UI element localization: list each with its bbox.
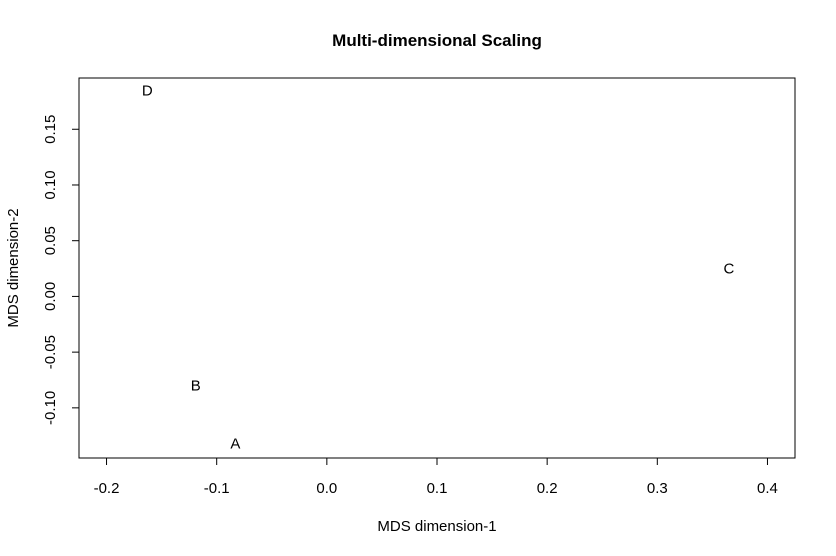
y-axis: -0.10 -0.05 0.00 0.05 0.10 0.15 <box>42 115 80 425</box>
x-tick-label: -0.2 <box>94 480 120 497</box>
y-tick-label: 0.15 <box>42 115 59 144</box>
point-label-b: B <box>191 378 201 395</box>
point-label-c: C <box>723 261 734 278</box>
x-tick-label: -0.1 <box>204 480 230 497</box>
x-axis-label: MDS dimension-1 <box>377 518 496 535</box>
x-tick-label: 0.0 <box>316 480 337 497</box>
x-tick-label: 0.2 <box>537 480 558 497</box>
y-tick-label: 0.00 <box>42 282 59 311</box>
x-tick-label: 0.4 <box>757 480 778 497</box>
point-label-a: A <box>230 436 240 453</box>
y-tick-label: -0.10 <box>42 391 59 425</box>
y-tick-label: -0.05 <box>42 335 59 369</box>
point-label-d: D <box>142 82 153 99</box>
y-tick-label: 0.05 <box>42 226 59 255</box>
point-labels-layer: D C B A <box>142 82 735 452</box>
x-axis: -0.2 -0.1 0.0 0.1 0.2 0.3 0.4 <box>94 457 778 497</box>
plot-frame <box>78 77 796 459</box>
x-tick-label: 0.3 <box>647 480 668 497</box>
x-tick-label: 0.1 <box>427 480 448 497</box>
chart-title: Multi-dimensional Scaling <box>332 31 542 50</box>
y-axis-label: MDS dimension-2 <box>5 208 22 327</box>
y-tick-label: 0.10 <box>42 170 59 199</box>
